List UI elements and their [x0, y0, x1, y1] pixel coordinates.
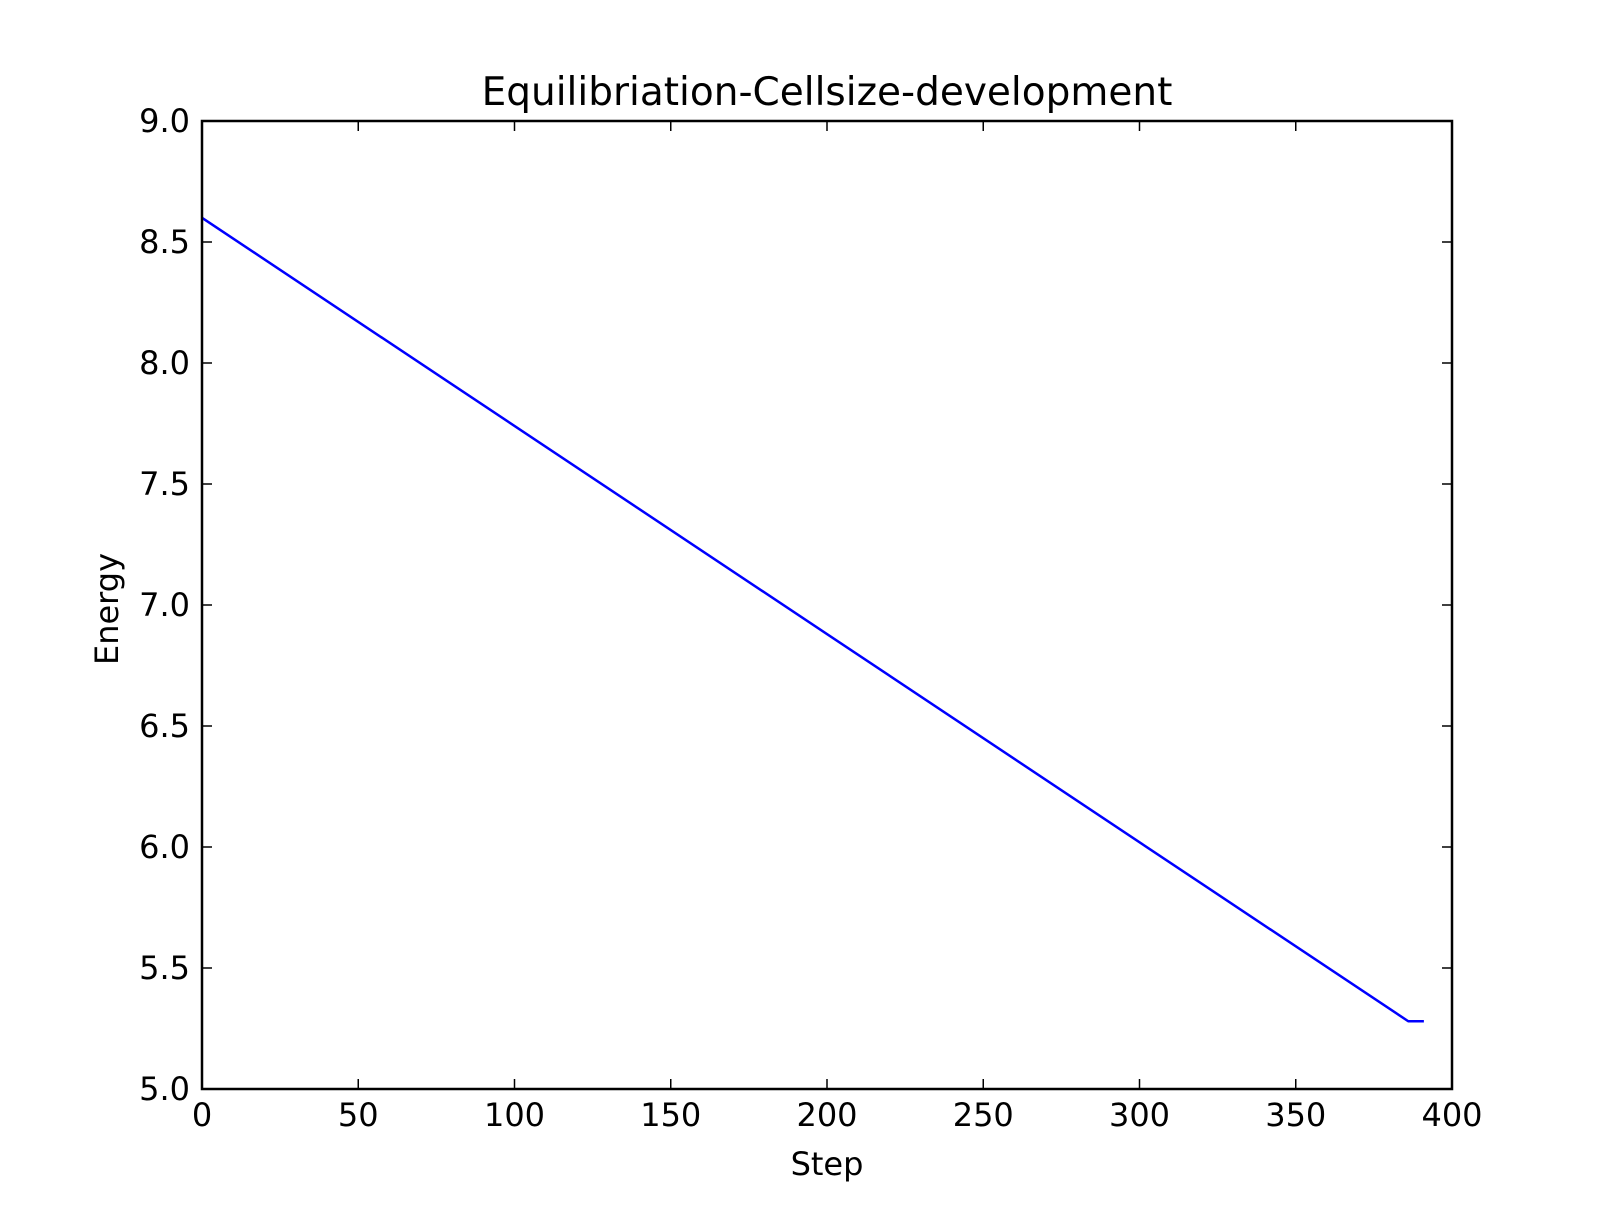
- plot-frame: [200, 119, 1454, 1091]
- y-axis-label: Energy: [88, 553, 126, 665]
- x-axis-label: Step: [791, 1145, 864, 1183]
- y-tick-label: 7.0: [139, 586, 190, 624]
- y-tick-label: 9.0: [139, 102, 190, 140]
- x-tick-label: 50: [338, 1096, 379, 1134]
- series-line-1: [201, 216, 1424, 1023]
- x-tick-label: 350: [1265, 1096, 1326, 1134]
- y-tick-label: 5.0: [139, 1070, 190, 1108]
- x-tick-label: 200: [796, 1096, 857, 1134]
- x-axis: 0 50 100 150 200 250 300 350 400: [192, 121, 1483, 1134]
- plot-area: [200, 119, 1454, 1091]
- y-tick-label: 8.5: [139, 223, 190, 261]
- x-tick-label: 0: [192, 1096, 212, 1134]
- x-tick-label: 400: [1421, 1096, 1482, 1134]
- y-tick-label: 8.0: [139, 344, 190, 382]
- y-tick-label: 6.5: [139, 707, 190, 745]
- y-axis: 5.0 5.5 6.0 6.5 7.0 7.5 8.0 8.5 9.0: [139, 102, 1452, 1108]
- x-tick-label: 100: [484, 1096, 545, 1134]
- y-tick-label: 5.5: [139, 949, 190, 987]
- chart-title: Equilibriation-Cellsize-development: [482, 70, 1173, 115]
- y-tick-label: 7.5: [139, 465, 190, 503]
- y-tick-label: 6.0: [139, 828, 190, 866]
- x-tick-label: 150: [640, 1096, 701, 1134]
- x-tick-label: 300: [1109, 1096, 1170, 1134]
- x-tick-label: 250: [953, 1096, 1014, 1134]
